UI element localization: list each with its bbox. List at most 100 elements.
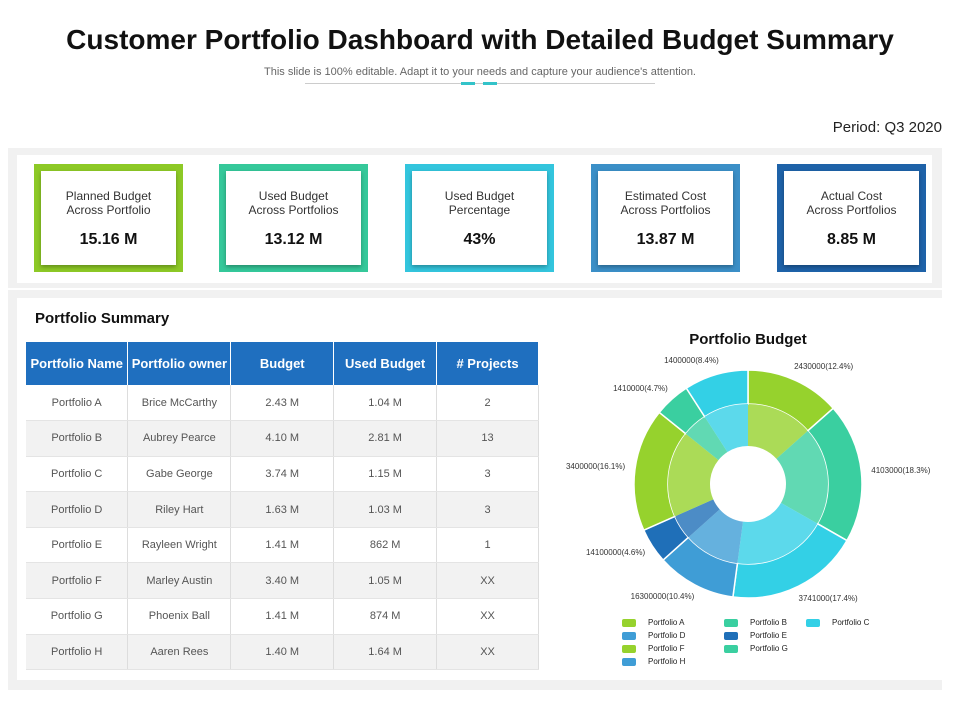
table-cell: 13: [436, 420, 539, 457]
table-cell: 1.03 M: [333, 491, 438, 528]
kpi-card: Used Budget Percentage 43%: [405, 164, 554, 272]
kpi-value: 13.87 M: [636, 231, 695, 248]
legend-swatch: [724, 644, 738, 653]
slice-segment: [748, 404, 808, 459]
kpi-label: Percentage: [448, 203, 511, 217]
legend-item: Portfolio F: [622, 644, 684, 653]
column-header: # Projects: [436, 342, 539, 385]
legend-swatch: [622, 657, 636, 666]
table-cell: 1.04 M: [333, 385, 438, 422]
legend-label: Portfolio H: [648, 657, 686, 666]
legend-item: Portfolio B: [724, 618, 787, 627]
table-cell: 3.74 M: [230, 456, 335, 493]
page-subtitle: This slide is 100% editable. Adapt it to…: [264, 66, 696, 78]
legend-swatch: [724, 631, 738, 640]
slice-label: 3400000(16.1%): [565, 462, 626, 472]
table-cell: Marley Austin: [127, 562, 232, 600]
table-cell: 3: [436, 491, 539, 528]
chart-title: Portfolio Budget: [689, 331, 807, 348]
kpi-value: 43%: [463, 231, 496, 248]
table-cell: Portfolio A: [26, 385, 129, 422]
legend-item: Portfolio C: [806, 618, 869, 627]
table-cell: 862 M: [333, 527, 438, 564]
portfolio-summary-title: Portfolio Summary: [35, 310, 170, 327]
slice-label: 14100000(4.6%): [585, 548, 646, 558]
table-cell: 1.15 M: [333, 456, 438, 493]
table-cell: Brice McCarthy: [127, 385, 232, 422]
table-row: Portfolio F Marley Austin 3.40 M 1.05 M XX: [26, 562, 539, 600]
legend-item: Portfolio D: [622, 631, 685, 640]
table-cell: XX: [436, 634, 539, 671]
table-cell: Gabe George: [127, 456, 232, 493]
kpi-card: Estimated Cost Across Portfolios 13.87 M: [591, 164, 740, 272]
table-cell: XX: [436, 598, 539, 635]
column-header: Portfolio Name: [26, 342, 129, 385]
divider: [305, 83, 655, 84]
legend-swatch: [622, 618, 636, 627]
column-header: Portfolio owner: [127, 342, 232, 385]
kpi-label: Across Portfolios: [620, 203, 711, 217]
table-row: Portfolio G Phoenix Ball 1.41 M 874 M XX: [26, 598, 539, 635]
table-cell: Aaren Rees: [127, 634, 232, 671]
kpi-label: Used Budget: [258, 189, 329, 203]
page-title: Customer Portfolio Dashboard with Detail…: [66, 24, 894, 55]
legend-label: Portfolio F: [648, 644, 685, 653]
portfolio-summary-table: Portfolio Name Portfolio owner Budget Used …: [26, 342, 539, 671]
table-cell: 3: [436, 456, 539, 493]
slice-segment: [737, 502, 818, 564]
table-cell: 4.10 M: [230, 420, 335, 457]
kpi-label: Actual Cost: [820, 189, 883, 203]
table-cell: Rayleen Wright: [127, 527, 232, 564]
slice-portfolio-h: [685, 369, 749, 453]
table-cell: 1: [436, 527, 539, 564]
legend-swatch: [622, 631, 636, 640]
table-cell: Portfolio C: [26, 456, 129, 493]
table-cell: 874 M: [333, 598, 438, 635]
slice-portfolio-b: [776, 407, 863, 542]
table-row: Portfolio B Aubrey Pearce 4.10 M 2.81 M 13: [26, 420, 539, 457]
table-cell: 3.40 M: [230, 562, 335, 600]
legend-label: Portfolio D: [648, 631, 686, 640]
table-cell: Portfolio D: [26, 491, 129, 528]
legend-swatch: [806, 618, 820, 627]
legend-swatch: [622, 644, 636, 653]
legend-swatch: [724, 618, 738, 627]
legend-label: Portfolio A: [648, 618, 685, 627]
divider-accent: [461, 82, 475, 85]
table-cell: Phoenix Ball: [127, 598, 232, 635]
slice-segment: [685, 416, 728, 461]
table-cell: 1.63 M: [230, 491, 335, 528]
table-cell: Aubrey Pearce: [127, 420, 232, 457]
table-cell: Portfolio H: [26, 634, 129, 671]
legend-label: Portfolio E: [750, 631, 787, 640]
kpi-label: Estimated Cost: [624, 189, 707, 203]
kpi-label: Across Portfolio: [66, 203, 151, 217]
table-cell: Riley Hart: [127, 491, 232, 528]
legend-label: Portfolio G: [750, 644, 788, 653]
slice-segment: [668, 433, 719, 517]
slice-segment: [704, 404, 748, 453]
legend-item: Portfolio H: [622, 657, 685, 666]
kpi-label: Used Budget: [444, 189, 515, 203]
table-cell: 1.05 M: [333, 562, 438, 600]
slice-label: 1400000(8.4%): [664, 356, 719, 366]
legend-item: Portfolio A: [622, 618, 684, 627]
table-cell: 2.81 M: [333, 420, 438, 457]
kpi-value: 15.16 M: [79, 231, 138, 248]
table-cell: 1.64 M: [333, 634, 438, 671]
kpi-label: Across Portfolios: [806, 203, 897, 217]
legend-item: Portfolio G: [724, 644, 788, 653]
table-cell: Portfolio B: [26, 420, 129, 457]
kpi-value: 8.85 M: [827, 231, 876, 248]
slice-label: 16300000(10.4%): [630, 592, 695, 602]
legend-item: Portfolio E: [724, 631, 787, 640]
slice-label: 4103000(18.3%): [871, 465, 931, 475]
slice-segment: [776, 430, 828, 524]
table-cell: 2.43 M: [230, 385, 335, 422]
kpi-card: Actual Cost Across Portfolios 8.85 M: [777, 164, 926, 272]
kpi-card: Planned Budget Across Portfolio 15.16 M: [34, 164, 183, 272]
legend-label: Portfolio B: [750, 618, 787, 627]
